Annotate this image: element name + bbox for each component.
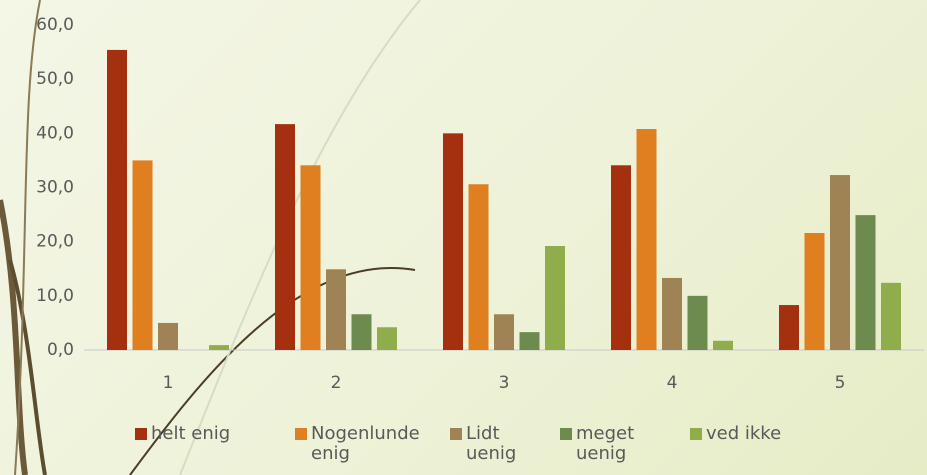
- bar: [662, 277, 682, 350]
- bar: [107, 49, 127, 351]
- bar: [494, 314, 514, 350]
- y-tick-label: 30,0: [36, 178, 74, 198]
- bar: [158, 322, 178, 350]
- x-tick-label: 1: [163, 373, 174, 393]
- stem: [129, 267, 416, 475]
- legend: helt enig Nogenlunde enig Lidt uenig meget …: [135, 424, 810, 464]
- legend-label: Lidt uenig: [466, 423, 517, 464]
- bar: [326, 269, 346, 350]
- legend-swatch: [450, 428, 462, 440]
- legend-label: helt enig: [151, 423, 231, 444]
- legend-swatch: [295, 428, 307, 440]
- legend-item: helt enig: [135, 424, 295, 464]
- legend-item: Nogenlunde enig: [295, 424, 450, 464]
- bar: [377, 327, 397, 350]
- y-tick-label: 50,0: [36, 69, 74, 89]
- legend-label: meget uenig: [576, 423, 635, 464]
- stem: [14, 0, 41, 475]
- legend-swatch: [690, 428, 702, 440]
- bar: [468, 184, 489, 350]
- bar: [351, 314, 372, 350]
- bar: [636, 129, 657, 350]
- x-tick-label: 3: [499, 373, 510, 393]
- bar: [855, 215, 876, 350]
- y-tick-label: 60,0: [36, 15, 74, 35]
- legend-label: ved ikke: [706, 423, 782, 444]
- bar: [443, 133, 463, 350]
- legend-item: meget uenig: [560, 424, 690, 464]
- legend-item: ved ikke: [690, 424, 810, 464]
- y-tick-label: 10,0: [36, 286, 74, 306]
- bar: [519, 332, 540, 350]
- legend-label: Nogenlunde enig: [311, 423, 420, 464]
- y-tick-label: 0,0: [47, 340, 74, 360]
- y-tick-label: 40,0: [36, 123, 74, 143]
- bar: [713, 340, 733, 350]
- bar: [275, 124, 295, 350]
- bar: [881, 282, 901, 350]
- bar: [209, 345, 229, 350]
- stem: [179, 0, 421, 475]
- legend-swatch: [560, 428, 572, 440]
- decoration: [0, 0, 421, 475]
- bar: [804, 233, 825, 350]
- legend-swatch: [135, 428, 147, 440]
- bar: [779, 305, 799, 350]
- bar: [300, 165, 321, 350]
- x-tick-label: 2: [331, 373, 342, 393]
- bar: [687, 295, 708, 350]
- x-tick-label: 4: [667, 373, 678, 393]
- stem: [8, 259, 47, 475]
- bar: [830, 175, 850, 350]
- x-tick-label: 5: [835, 373, 846, 393]
- y-tick-label: 20,0: [36, 232, 74, 252]
- bar: [132, 160, 153, 350]
- bar: [545, 246, 565, 350]
- stem: [0, 199, 28, 475]
- bar: [611, 165, 631, 350]
- legend-item: Lidt uenig: [450, 424, 560, 464]
